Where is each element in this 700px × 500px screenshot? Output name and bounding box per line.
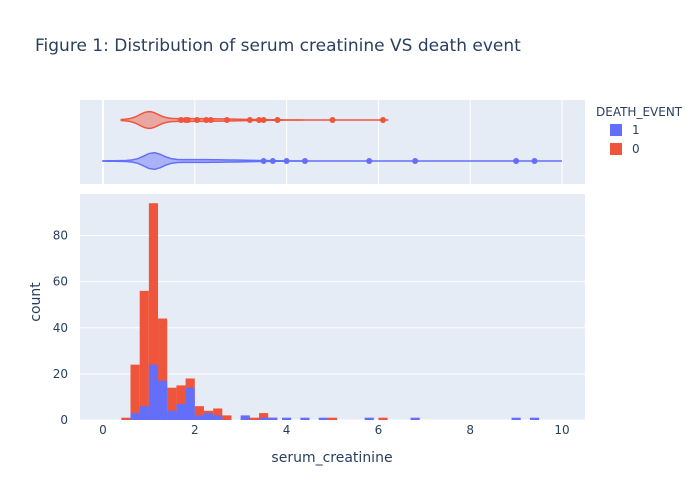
violin-point-0[interactable] [207,117,214,123]
histogram-bar-1[interactable] [139,406,149,420]
violin-point-0[interactable] [203,117,210,123]
violin-shape-1 [102,151,563,171]
legend-label-1: 1 [632,123,640,137]
violin-0[interactable] [120,110,388,130]
x-axis-ticks: 0 2 4 6 8 10 [99,423,570,437]
x-tick-label: 4 [283,423,291,437]
histogram-bar-0[interactable] [167,387,177,420]
legend-item-1[interactable]: 1 [610,123,640,137]
histogram-bar-1[interactable] [529,417,540,420]
violin-point-0[interactable] [380,117,386,123]
histogram-bars [121,203,540,420]
y-tick-label: 0 [60,413,68,427]
violin-point-1[interactable] [531,158,538,164]
violin-point-1[interactable] [269,158,276,164]
legend[interactable]: DEATH_EVENT 1 0 [596,105,683,156]
histogram-bar-0[interactable] [176,385,186,420]
x-axis-title: serum_creatinine [271,450,392,466]
histogram-bar-1[interactable] [364,417,374,420]
histogram-bar-1[interactable] [240,415,250,420]
histogram-bar-0[interactable] [130,364,140,420]
x-tick-label: 10 [554,423,569,437]
histogram-bar-0[interactable] [213,408,223,420]
x-tick-label: 8 [466,423,474,437]
y-axis-title: count [28,282,44,322]
violin-panel-background [80,100,585,184]
histogram-bar-0[interactable] [222,415,232,420]
y-tick-label: 60 [53,275,68,289]
violin-point-1[interactable] [513,158,520,164]
violins [102,110,563,171]
legend-swatch-1 [610,124,622,136]
violin-point-0[interactable] [274,117,281,123]
histogram-bar-1[interactable] [300,417,310,420]
histogram-bar-1[interactable] [410,417,420,420]
histogram-bar-0[interactable] [327,417,338,420]
histogram-bar-1[interactable] [148,364,159,420]
violin-point-0[interactable] [178,117,184,123]
violin-point-0[interactable] [329,117,336,123]
legend-swatch-0 [610,143,622,155]
histogram-bar-1[interactable] [185,387,195,420]
histogram-bar-0[interactable] [148,203,159,420]
violin-point-0[interactable] [223,117,230,123]
violin-point-0[interactable] [246,117,253,123]
violin-1[interactable] [102,151,563,171]
histogram-bar-0[interactable] [139,290,149,420]
violin-point-1[interactable] [366,158,373,164]
histogram-bar-1[interactable] [318,417,328,420]
legend-item-0[interactable]: 0 [610,142,640,156]
legend-title: DEATH_EVENT [596,105,683,119]
violin-gridlines [101,100,563,184]
histogram-bar-0[interactable] [194,406,204,420]
violin-point-1[interactable] [412,158,419,164]
violin-point-1[interactable] [301,158,308,164]
legend-label-0: 0 [632,142,640,156]
histogram-bar-1[interactable] [511,417,521,420]
chart-title: Figure 1: Distribution of serum creatini… [35,36,521,56]
histogram-bar-1[interactable] [213,415,223,420]
violin-panel [80,100,585,184]
violin-point-0[interactable] [194,117,201,123]
x-tick-label: 0 [99,423,107,437]
violin-point-1[interactable] [283,158,290,164]
violin-point-0[interactable] [260,117,267,123]
histogram-bar-1[interactable] [259,417,269,420]
histogram-bar-1[interactable] [282,417,292,420]
violin-point-0[interactable] [184,117,191,123]
histogram-bar-0[interactable] [158,318,168,420]
histogram-bar-1[interactable] [176,403,186,420]
histogram-bar-1[interactable] [268,417,278,420]
histogram-bar-1[interactable] [203,413,214,420]
x-tick-label: 2 [191,423,199,437]
histogram-bar-1[interactable] [167,410,177,420]
violin-point-1[interactable] [260,158,267,164]
histogram-bar-1[interactable] [194,415,204,420]
y-tick-label: 40 [53,321,68,335]
histogram-bar-1[interactable] [158,380,168,420]
histogram-bar-1[interactable] [130,413,140,420]
y-tick-label: 20 [53,367,68,381]
histogram-bar-0[interactable] [259,413,269,420]
y-tick-label: 80 [53,229,68,243]
violin-point-0[interactable] [256,117,263,123]
y-axis-ticks: 0 20 40 60 80 [53,229,68,427]
histogram-panel [80,194,585,421]
x-tick-label: 6 [375,423,383,437]
histogram-bar-0[interactable] [378,417,388,420]
histogram-bar-0[interactable] [121,417,131,420]
histogram-bar-0[interactable] [249,417,260,420]
